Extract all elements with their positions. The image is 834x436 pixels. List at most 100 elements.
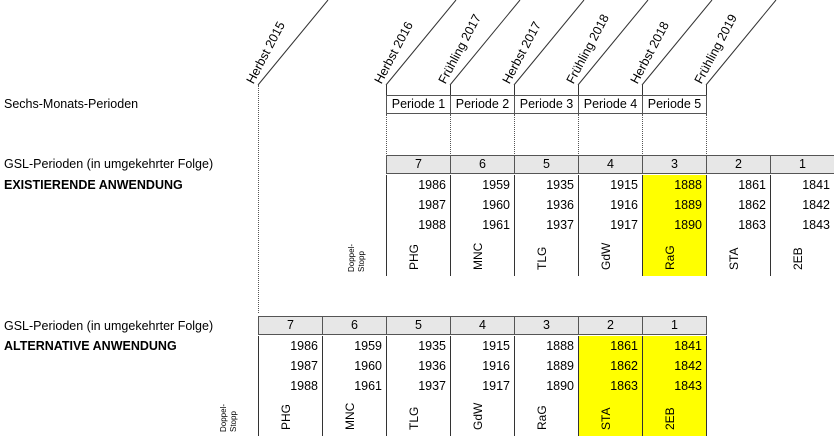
date-diagonal-line <box>705 0 777 86</box>
existing-title: EXISTIERENDE ANWENDUNG <box>4 178 183 192</box>
existing-code-label: MNC <box>471 242 485 270</box>
existing-col-number: 6 <box>450 155 515 174</box>
alternative-code-label: 2EB <box>663 407 677 430</box>
year-value: 1986 <box>290 339 318 353</box>
year-value: 1960 <box>482 198 510 212</box>
alternative-code-label: TLG <box>407 406 421 430</box>
alternative-code-label: STA <box>599 407 613 430</box>
existing-code-label: GdW <box>599 242 613 270</box>
existing-col-number: 3 <box>642 155 707 174</box>
period-tick <box>386 85 387 95</box>
alternative-separator <box>258 336 259 436</box>
existing-column: 1986 1987 1988 <box>386 175 450 276</box>
existing-col-number: 2 <box>706 155 771 174</box>
year-value: 1936 <box>418 359 446 373</box>
guide-line <box>642 114 643 154</box>
six-month-periods-label: Sechs-Monats-Perioden <box>4 97 139 111</box>
year-value: 1862 <box>610 359 638 373</box>
period-tick <box>642 85 643 95</box>
doppel-stopp-label: Stopp <box>357 251 366 272</box>
year-value: 1889 <box>674 198 702 212</box>
alternative-separator <box>322 336 323 436</box>
alternative-column: 1861 1862 1863 <box>578 336 642 436</box>
year-value: 1842 <box>674 359 702 373</box>
period-cell: Periode 5 <box>642 95 707 114</box>
year-value: 1915 <box>610 178 638 192</box>
alternative-col-number: 4 <box>450 316 515 335</box>
doppel-stopp-label: Doppel- <box>347 243 356 272</box>
existing-code-label: 2EB <box>791 247 805 270</box>
year-value: 1890 <box>546 379 574 393</box>
alternative-column: 1841 1842 1843 <box>642 336 706 436</box>
date-diagonal-line <box>385 0 457 86</box>
guide-line <box>578 114 579 154</box>
year-value: 1890 <box>674 218 702 232</box>
existing-separator <box>706 175 707 276</box>
alternative-code-label: GdW <box>471 402 485 430</box>
date-diagonal-line <box>641 0 713 86</box>
period-tick <box>706 85 707 95</box>
alternative-col-number: 5 <box>386 316 451 335</box>
guide-line-herbst-2016 <box>386 114 387 154</box>
alternative-column: 1915 1916 1917 <box>450 336 514 436</box>
year-value: 1917 <box>610 218 638 232</box>
alternative-separator <box>578 336 579 436</box>
existing-code-label: STA <box>727 247 741 270</box>
period-tick <box>578 85 579 95</box>
year-value: 1961 <box>354 379 382 393</box>
year-value: 1935 <box>546 178 574 192</box>
year-value: 1961 <box>482 218 510 232</box>
existing-code-label: TLG <box>535 246 549 270</box>
existing-col-number: 1 <box>770 155 834 174</box>
existing-code-label: PHG <box>407 243 421 270</box>
alternative-separator <box>706 336 707 436</box>
existing-column: 1935 1936 1937 <box>514 175 578 276</box>
alternative-separator <box>386 336 387 436</box>
doppel-stopp-label: Stopp <box>229 411 238 432</box>
existing-column: 1888 1889 1890 <box>642 175 706 276</box>
guide-line <box>450 114 451 154</box>
year-value: 1937 <box>418 379 446 393</box>
gsl-existing-label: GSL-Perioden (in umgekehrter Folge) <box>4 157 214 171</box>
alternative-column: 1935 1936 1937 <box>386 336 450 436</box>
year-value: 1863 <box>738 218 766 232</box>
existing-separator <box>770 175 771 276</box>
existing-col-number: 7 <box>386 155 451 174</box>
date-diagonal-line <box>257 0 329 86</box>
existing-separator <box>450 175 451 276</box>
year-value: 1843 <box>674 379 702 393</box>
alternative-col-number: 3 <box>514 316 579 335</box>
existing-separator <box>514 175 515 276</box>
period-cell: Periode 1 <box>386 95 451 114</box>
year-value: 1861 <box>610 339 638 353</box>
year-value: 1888 <box>546 339 574 353</box>
year-value: 1889 <box>546 359 574 373</box>
alternative-col-number: 7 <box>258 316 323 335</box>
existing-column: 1841 1842 1843 <box>770 175 834 276</box>
year-value: 1959 <box>482 178 510 192</box>
year-value: 1987 <box>290 359 318 373</box>
year-value: 1888 <box>674 178 702 192</box>
period-tick <box>514 85 515 95</box>
existing-col-number: 4 <box>578 155 643 174</box>
existing-code-label: RaG <box>663 245 677 270</box>
guide-line-herbst-2015 <box>258 85 259 313</box>
year-value: 1937 <box>546 218 574 232</box>
date-diagonal-line <box>449 0 521 86</box>
existing-separator <box>578 175 579 276</box>
alternative-code-label: PHG <box>279 403 293 430</box>
year-value: 1960 <box>354 359 382 373</box>
year-value: 1841 <box>802 178 830 192</box>
year-value: 1861 <box>738 178 766 192</box>
alternative-separator <box>514 336 515 436</box>
existing-col-number: 5 <box>514 155 579 174</box>
period-cell: Periode 3 <box>514 95 579 114</box>
year-value: 1917 <box>482 379 510 393</box>
alternative-column: 1888 1889 1890 <box>514 336 578 436</box>
guide-line-fruehling-2019 <box>706 114 707 154</box>
gsl-alternative-label: GSL-Perioden (in umgekehrter Folge) <box>4 319 214 333</box>
year-value: 1959 <box>354 339 382 353</box>
year-value: 1863 <box>610 379 638 393</box>
doppel-stopp-label: Doppel- <box>219 403 228 432</box>
